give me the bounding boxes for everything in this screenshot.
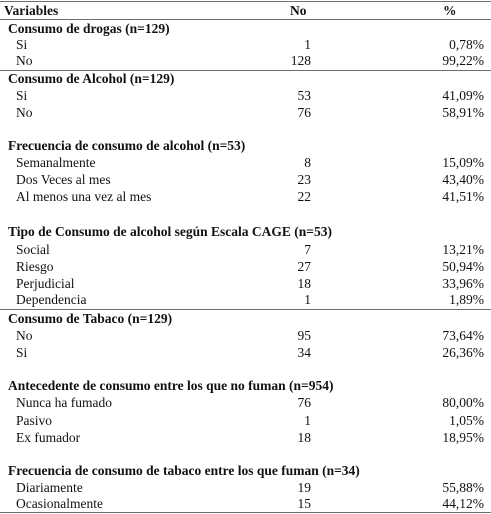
- row-count: 95: [297, 328, 312, 343]
- table-row: Ocasionalmente 15 44,12%: [0, 496, 491, 512]
- row-percent: 26,36%: [442, 345, 484, 360]
- table-row: Diariamente 19 55,88%: [0, 480, 491, 496]
- section-alcohol-title: Consumo de Alcohol (n=129): [8, 71, 175, 86]
- table-row: Perjudicial 18 33,96%: [0, 276, 491, 292]
- row-percent: 55,88%: [442, 480, 484, 495]
- table-header-row: Variables No %: [0, 3, 491, 19]
- row-label: Si: [16, 88, 28, 103]
- table-divider: [0, 512, 491, 513]
- row-label: Dependencia: [16, 292, 87, 307]
- row-percent: 73,64%: [442, 328, 484, 343]
- header-no: No: [290, 3, 307, 18]
- row-percent: 13,21%: [442, 242, 484, 257]
- row-count: 128: [290, 53, 311, 68]
- table-divider: [0, 19, 491, 20]
- section-title: Antecedente de consumo entre los que no …: [0, 378, 491, 394]
- row-label: Ocasionalmente: [16, 496, 103, 511]
- table-row: Dos Veces al mes 23 43,40%: [0, 172, 491, 188]
- table-row: Social 7 13,21%: [0, 242, 491, 258]
- row-label: No: [16, 105, 33, 120]
- row-count: 76: [297, 395, 312, 410]
- section-title: Consumo de Tabaco (n=129): [0, 311, 491, 327]
- row-label: Pasivo: [16, 413, 53, 428]
- row-count: 1: [304, 413, 311, 428]
- row-percent: 80,00%: [442, 395, 484, 410]
- row-percent: 41,09%: [442, 88, 484, 103]
- section-smoker-frequency-title: Frecuencia de consumo de tabaco entre lo…: [8, 463, 360, 478]
- row-label: Al menos una vez al mes: [16, 189, 152, 204]
- row-percent: 15,09%: [442, 155, 484, 170]
- row-count: 23: [297, 172, 312, 187]
- row-count: 1: [304, 37, 311, 52]
- header-variables: Variables: [4, 3, 59, 18]
- table-row: Al menos una vez al mes 22 41,51%: [0, 189, 491, 205]
- section-title: Tipo de Consumo de alcohol según Escala …: [0, 224, 491, 240]
- row-label: Riesgo: [16, 259, 54, 274]
- row-count: 53: [297, 88, 312, 103]
- row-label: Perjudicial: [16, 276, 75, 291]
- row-percent: 44,12%: [442, 496, 484, 511]
- row-label: Social: [16, 242, 50, 257]
- table-row: Si 34 26,36%: [0, 345, 491, 361]
- row-count: 27: [297, 259, 312, 274]
- row-percent: 0,78%: [449, 37, 484, 52]
- table-row: Ex fumador 18 18,95%: [0, 430, 491, 446]
- table-row: Semanalmente 8 15,09%: [0, 155, 491, 171]
- table-row: No 95 73,64%: [0, 328, 491, 344]
- row-label: Ex fumador: [16, 430, 81, 445]
- row-percent: 1,05%: [449, 413, 484, 428]
- row-label: Semanalmente: [16, 155, 96, 170]
- section-tobacco-title: Consumo de Tabaco (n=129): [8, 311, 173, 326]
- row-count: 76: [297, 105, 312, 120]
- section-nonsmoker-history-title: Antecedente de consumo entre los que no …: [8, 378, 334, 393]
- row-label: Nunca ha fumado: [16, 395, 112, 410]
- row-label: Si: [16, 37, 28, 52]
- row-percent: 41,51%: [442, 189, 484, 204]
- table-row: Dependencia 1 1,89%: [0, 292, 491, 308]
- section-cage-title: Tipo de Consumo de alcohol según Escala …: [8, 224, 332, 239]
- table-row: Si 53 41,09%: [0, 88, 491, 104]
- row-label: No: [16, 53, 33, 68]
- row-label: Diariamente: [16, 480, 83, 495]
- header-percent: %: [443, 3, 457, 18]
- row-count: 1: [304, 292, 311, 307]
- row-count: 22: [297, 189, 312, 204]
- section-title: Consumo de drogas (n=129): [0, 21, 491, 37]
- section-alcohol-frequency-title: Frecuencia de consumo de alcohol (n=53): [8, 138, 246, 153]
- table-row: Nunca ha fumado 76 80,00%: [0, 395, 491, 411]
- table-row: No 128 99,22%: [0, 53, 491, 69]
- row-percent: 50,94%: [442, 259, 484, 274]
- row-label: Si: [16, 345, 28, 360]
- row-count: 8: [304, 155, 311, 170]
- row-percent: 33,96%: [442, 276, 484, 291]
- row-count: 18: [297, 430, 312, 445]
- row-percent: 99,22%: [442, 53, 484, 68]
- row-percent: 58,91%: [442, 105, 484, 120]
- section-drug-use-title: Consumo de drogas (n=129): [8, 21, 170, 36]
- table-divider: [0, 70, 491, 71]
- table-row: Riesgo 27 50,94%: [0, 259, 491, 275]
- row-count: 7: [304, 242, 311, 257]
- row-count: 15: [297, 496, 312, 511]
- table-row: Pasivo 1 1,05%: [0, 413, 491, 429]
- row-count: 19: [297, 480, 312, 495]
- table-row: Si 1 0,78%: [0, 37, 491, 53]
- section-title: Frecuencia de consumo de alcohol (n=53): [0, 138, 491, 154]
- section-title: Frecuencia de consumo de tabaco entre lo…: [0, 463, 491, 479]
- row-percent: 1,89%: [449, 292, 484, 307]
- row-count: 34: [297, 345, 312, 360]
- row-percent: 43,40%: [442, 172, 484, 187]
- table-divider: [0, 309, 491, 310]
- section-title: Consumo de Alcohol (n=129): [0, 71, 491, 87]
- row-label: No: [16, 328, 33, 343]
- table-divider: [0, 1, 491, 2]
- row-count: 18: [297, 276, 312, 291]
- row-percent: 18,95%: [442, 430, 484, 445]
- table-row: No 76 58,91%: [0, 105, 491, 121]
- row-label: Dos Veces al mes: [16, 172, 111, 187]
